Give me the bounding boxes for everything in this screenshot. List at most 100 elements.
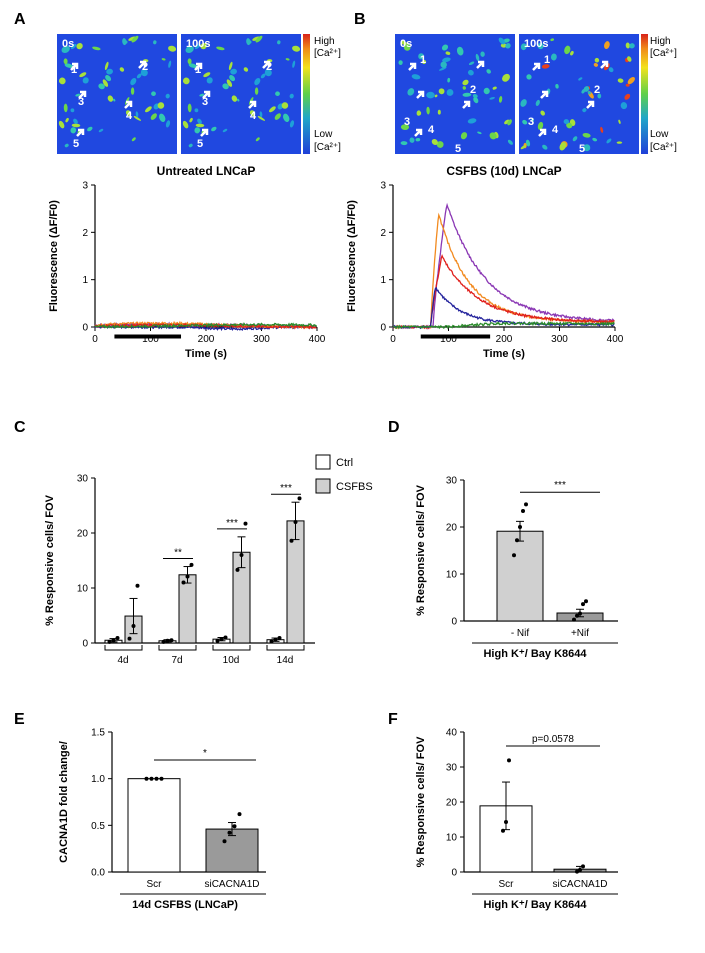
x-tick-label: 0	[390, 334, 396, 345]
cell-blobs-b-0s	[398, 37, 513, 148]
time-label: 100s	[186, 38, 210, 50]
data-point	[165, 638, 170, 643]
x-tick-label: 100	[440, 334, 457, 345]
cell-blob	[537, 42, 544, 50]
cell-blob	[237, 98, 240, 102]
cell-marker-5: 5	[73, 138, 79, 150]
data-point	[115, 636, 120, 640]
trace-chart-untreated: Untreated LNCaP 0 1 2 3 0 100 200 300 400 Time (s)…	[48, 164, 326, 360]
data-point	[239, 553, 244, 557]
arrow-marker	[248, 100, 257, 109]
arrow-marker	[414, 128, 423, 137]
data-point	[215, 638, 220, 643]
cell-blob	[540, 110, 545, 116]
cell-blob	[483, 87, 490, 95]
cell-blob	[165, 120, 171, 128]
cell-blob	[231, 95, 238, 102]
cell-blob	[555, 84, 559, 89]
cell-blob	[150, 113, 157, 120]
trace-line	[392, 212, 615, 330]
chart-title: CSFBS (10d) LNCaP	[446, 164, 561, 178]
cell-blob	[477, 131, 482, 135]
significance-mark: ***	[226, 518, 238, 529]
cell-blob	[275, 91, 280, 97]
cell-blob	[618, 119, 621, 124]
y-tick-label: 30	[446, 763, 458, 774]
data-point	[515, 538, 519, 543]
data-point	[232, 824, 237, 829]
cell-blob	[107, 95, 114, 102]
significance-mark: **	[174, 548, 182, 559]
cell-blob	[418, 53, 425, 60]
y-tick-label: 0.5	[91, 821, 105, 832]
cell-blob	[98, 128, 104, 133]
y-axis-label: Fluorescence (ΔF/F0)	[48, 200, 60, 312]
panel-letter-a: A	[14, 11, 26, 28]
x-tick-label: 7d	[171, 655, 182, 666]
cell-blob	[578, 77, 583, 81]
y-tick-label: 40	[446, 728, 458, 739]
cell-blob	[285, 58, 290, 61]
bar	[127, 778, 181, 873]
cell-blob	[436, 141, 444, 148]
cell-blob	[165, 93, 170, 99]
trace-line	[94, 324, 317, 332]
cell-blob	[617, 78, 624, 83]
cell-blob	[63, 103, 68, 113]
data-point	[273, 637, 278, 642]
cell-blob	[467, 118, 477, 124]
cell-blob	[411, 74, 421, 80]
cell-blob	[70, 43, 77, 50]
cell-blob	[182, 120, 189, 129]
cell-blob	[563, 119, 569, 125]
data-point	[243, 521, 248, 526]
cell-blob	[525, 139, 531, 147]
data-point	[181, 580, 186, 585]
x-tick-label: Scr	[147, 879, 163, 890]
cell-blob	[489, 132, 497, 140]
y-axis-label: % Responsive cells/ FOV	[44, 494, 56, 625]
y-tick-label: 0.0	[91, 868, 105, 879]
cell-blob	[616, 141, 623, 144]
significance-mark: ***	[280, 483, 292, 494]
data-point	[227, 830, 232, 835]
x-tick-label: 0	[92, 334, 98, 345]
micrograph-b-100s: 100s 1 2 3 4 5	[519, 34, 639, 155]
x-tick-label: 300	[551, 334, 568, 345]
cell-marker-3: 3	[202, 96, 208, 108]
y-tick-label: 30	[77, 474, 89, 485]
cell-marker-3: 3	[528, 116, 534, 128]
arrow-marker	[476, 60, 485, 69]
cell-blob	[541, 64, 550, 69]
micrograph-a-0s: 0s 1 2 3 4 5	[57, 34, 177, 154]
cell-marker-2: 2	[142, 61, 148, 73]
cell-blob	[203, 72, 211, 78]
cell-blob	[188, 63, 198, 68]
cell-blob	[106, 68, 113, 75]
cell-blob	[422, 60, 427, 64]
cell-blob	[71, 123, 81, 128]
cell-blob	[168, 60, 172, 68]
cell-blob	[467, 69, 474, 76]
cell-blob	[153, 40, 157, 45]
cell-blob	[254, 87, 259, 95]
cell-blob	[222, 83, 229, 90]
cell-blob	[592, 137, 598, 142]
cell-blob	[130, 78, 137, 86]
group-bracket	[266, 645, 305, 651]
colorbar-high-unit: [Ca²⁺]	[314, 48, 341, 59]
cell-blob	[502, 73, 510, 82]
cell-blob	[500, 43, 507, 48]
x-tick-label: siCACNA1D	[552, 879, 607, 890]
cell-blob	[597, 93, 602, 99]
cell-blob	[289, 93, 294, 99]
panel-letter-f: F	[388, 711, 398, 728]
arrow-marker	[78, 90, 87, 99]
cell-blob	[442, 57, 451, 63]
trace-chart-csfbs: CSFBS (10d) LNCaP 0 1 2 3 0 100 200 300 400 Time (…	[346, 164, 624, 360]
cell-blob	[283, 113, 290, 123]
cell-blob	[185, 45, 194, 53]
arrow-marker	[194, 62, 203, 71]
cell-blob	[522, 119, 528, 125]
cell-blob	[407, 88, 415, 96]
